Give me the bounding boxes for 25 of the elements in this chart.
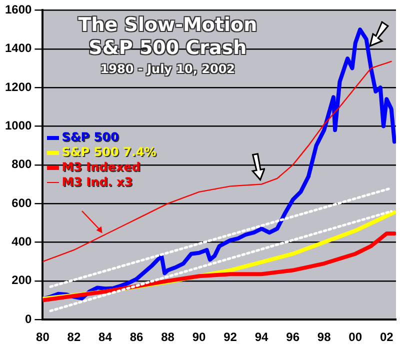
x-tick-label: 98 — [317, 330, 332, 344]
y-tick-label: 400 — [12, 234, 32, 249]
x-tick-label: 86 — [130, 330, 144, 344]
y-tick-label: 600 — [12, 196, 32, 210]
y-tick-label: 0 — [25, 312, 32, 326]
legend-label: S&P 500 7.4% — [60, 145, 156, 160]
y-tick-label: 800 — [12, 157, 32, 172]
x-tick-label: 90 — [192, 330, 206, 344]
y-tick-label: 1000 — [4, 118, 32, 133]
x-tick-label: 02 — [380, 330, 394, 344]
y-tick-label: 1600 — [4, 2, 32, 17]
x-tick-label: 96 — [286, 330, 300, 344]
x-tick-label: 00 — [348, 330, 362, 344]
text: 1980 - July 10, 2002 — [99, 62, 236, 76]
y-tick-label: 200 — [12, 273, 32, 288]
y-tick-label: 1200 — [4, 80, 32, 94]
x-tick-label: 88 — [161, 330, 175, 344]
x-tick-label: 82 — [67, 330, 81, 344]
x-tick-label: 80 — [36, 330, 50, 344]
legend-label: S&P 500 — [60, 130, 120, 146]
legend-label: M3 Ind. x3 — [60, 175, 134, 190]
x-tick-label: 84 — [98, 330, 112, 344]
y-tick-label: 1400 — [4, 41, 32, 56]
x-tick-label: 92 — [224, 330, 238, 344]
x-tick-label: 94 — [254, 330, 269, 344]
